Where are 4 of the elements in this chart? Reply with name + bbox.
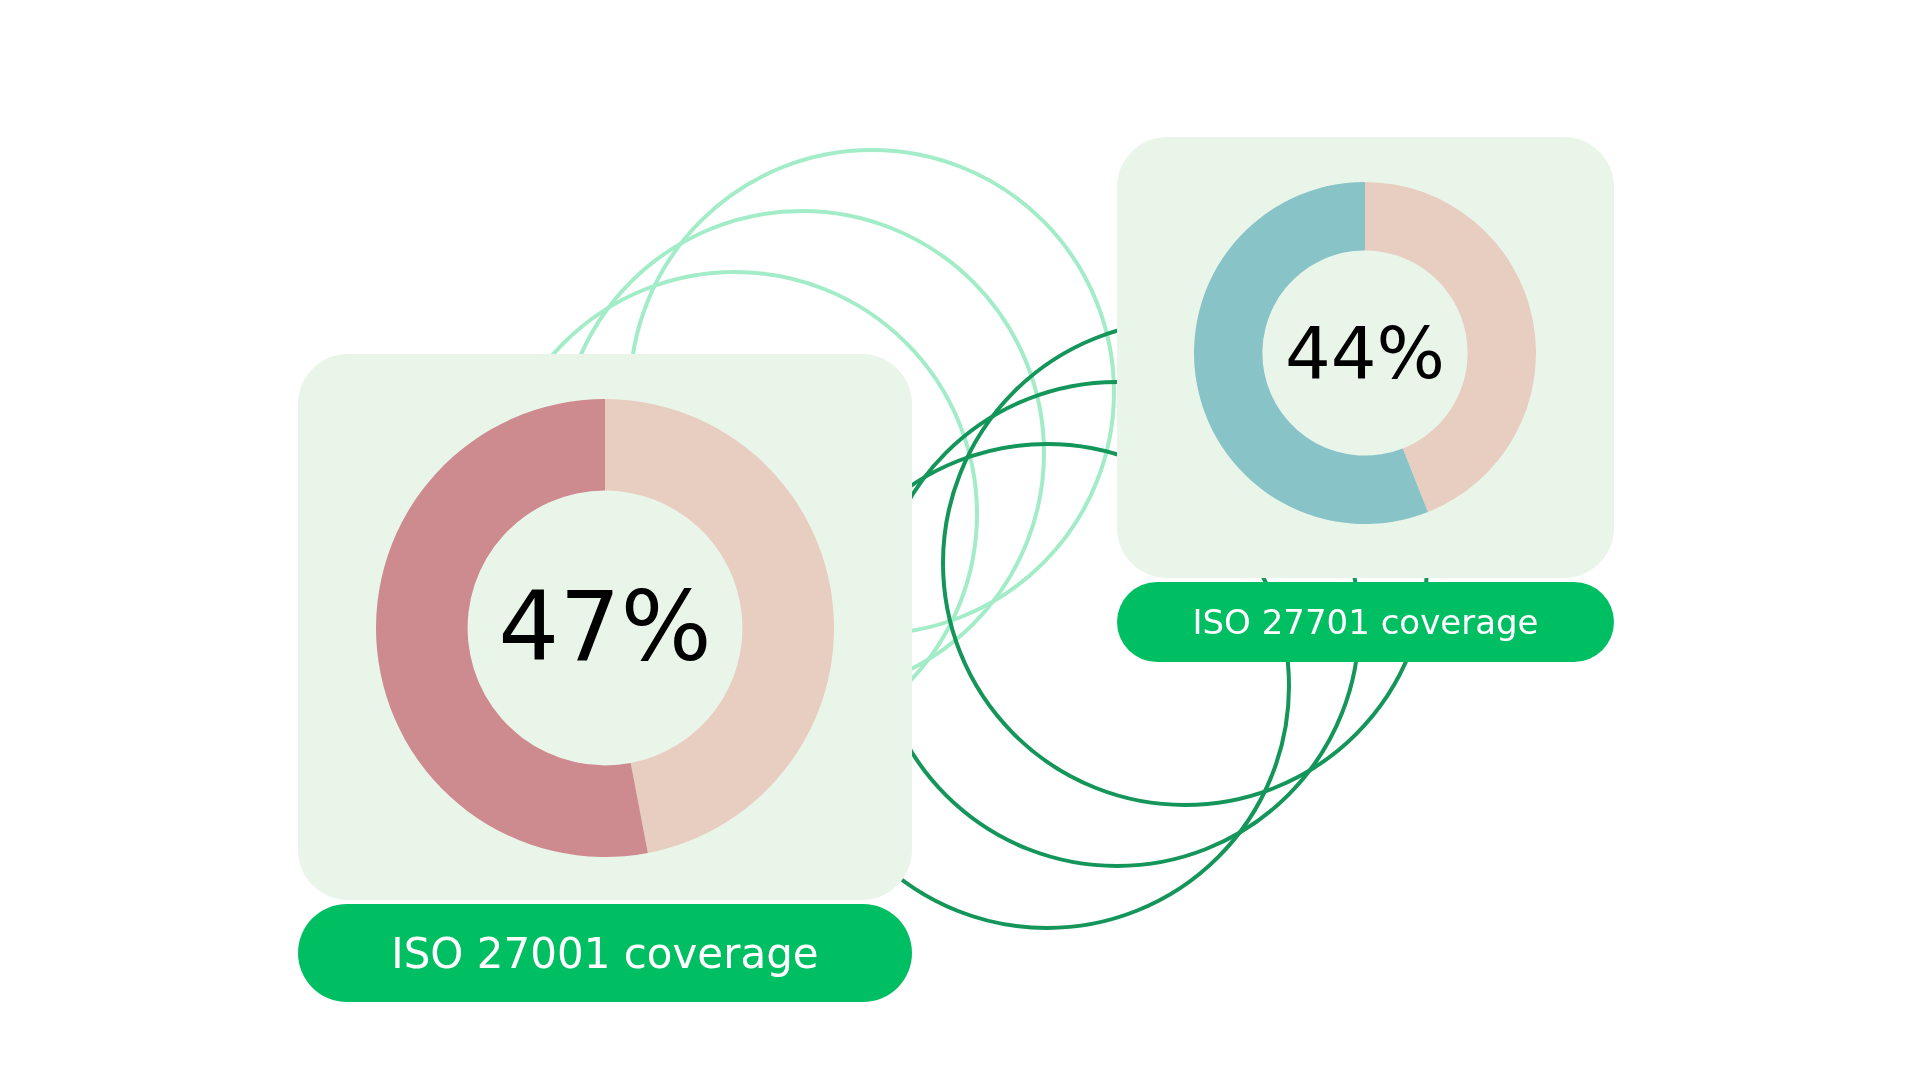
text: 47% [497, 570, 713, 686]
text: ISO 27001 coverage [298, 904, 912, 1002]
text: 44% [1284, 309, 1446, 397]
text: ISO 27701 coverage [1117, 582, 1614, 662]
